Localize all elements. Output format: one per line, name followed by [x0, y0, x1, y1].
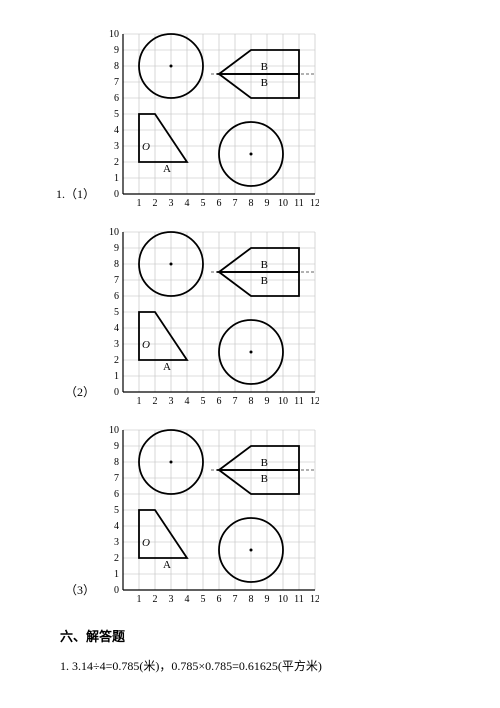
svg-text:B: B	[261, 77, 268, 89]
svg-text:8: 8	[114, 457, 119, 468]
svg-text:1: 1	[137, 396, 142, 407]
figure-label-2: （2）	[50, 383, 101, 408]
svg-text:O: O	[142, 339, 150, 351]
svg-text:0: 0	[114, 585, 119, 596]
svg-text:11: 11	[294, 594, 304, 605]
svg-text:5: 5	[114, 505, 119, 516]
figure-1: 1.（1） 012345678910123456789101112OABB	[50, 30, 450, 210]
svg-text:5: 5	[114, 307, 119, 318]
svg-text:6: 6	[217, 396, 222, 407]
svg-text:O: O	[142, 141, 150, 153]
svg-text:12: 12	[310, 198, 319, 209]
svg-text:6: 6	[217, 594, 222, 605]
chart-3: 012345678910123456789101112OABB	[101, 426, 319, 606]
svg-text:1: 1	[114, 173, 119, 184]
svg-text:9: 9	[265, 594, 270, 605]
svg-text:3: 3	[114, 339, 119, 350]
svg-text:3: 3	[169, 396, 174, 407]
solution-line: 1. 3.14÷4=0.785(米)，0.785×0.785=0.61625(平…	[60, 657, 450, 676]
svg-text:2: 2	[153, 198, 158, 209]
svg-text:12: 12	[310, 396, 319, 407]
svg-text:7: 7	[114, 473, 119, 484]
page: 1.（1） 012345678910123456789101112OABB （2…	[0, 0, 500, 696]
svg-text:2: 2	[153, 594, 158, 605]
chart-2: 012345678910123456789101112OABB	[101, 228, 319, 408]
svg-text:0: 0	[114, 387, 119, 398]
svg-text:B: B	[261, 275, 268, 287]
svg-text:B: B	[261, 473, 268, 485]
svg-text:7: 7	[114, 77, 119, 88]
svg-text:5: 5	[201, 594, 206, 605]
svg-text:1: 1	[137, 594, 142, 605]
svg-text:3: 3	[169, 198, 174, 209]
section-heading: 六、解答题	[60, 626, 450, 645]
svg-text:6: 6	[114, 291, 119, 302]
svg-text:9: 9	[114, 243, 119, 254]
svg-text:3: 3	[114, 537, 119, 548]
svg-text:4: 4	[114, 521, 119, 532]
svg-text:10: 10	[278, 396, 288, 407]
chart-1: 012345678910123456789101112OABB	[101, 30, 319, 210]
svg-text:3: 3	[169, 594, 174, 605]
svg-text:A: A	[163, 559, 171, 571]
svg-text:5: 5	[201, 198, 206, 209]
svg-text:11: 11	[294, 198, 304, 209]
svg-text:O: O	[142, 537, 150, 549]
svg-text:7: 7	[233, 594, 238, 605]
svg-text:4: 4	[185, 396, 190, 407]
svg-text:9: 9	[114, 441, 119, 452]
svg-text:10: 10	[278, 594, 288, 605]
svg-text:8: 8	[249, 396, 254, 407]
svg-text:2: 2	[153, 396, 158, 407]
svg-text:10: 10	[278, 198, 288, 209]
svg-text:B: B	[261, 259, 268, 271]
svg-text:7: 7	[114, 275, 119, 286]
svg-text:12: 12	[310, 594, 319, 605]
svg-text:5: 5	[114, 109, 119, 120]
svg-text:4: 4	[114, 125, 119, 136]
svg-text:9: 9	[265, 396, 270, 407]
figure-label-3: （3）	[50, 581, 101, 606]
figure-label-1: 1.（1）	[50, 185, 101, 210]
svg-text:1: 1	[114, 569, 119, 580]
svg-text:7: 7	[233, 396, 238, 407]
svg-text:8: 8	[114, 259, 119, 270]
svg-text:2: 2	[114, 355, 119, 366]
figure-3: （3） 012345678910123456789101112OABB	[50, 426, 450, 606]
svg-text:7: 7	[233, 198, 238, 209]
svg-text:9: 9	[114, 45, 119, 56]
svg-text:4: 4	[185, 594, 190, 605]
svg-text:A: A	[163, 163, 171, 175]
svg-text:4: 4	[114, 323, 119, 334]
svg-text:B: B	[261, 457, 268, 469]
svg-text:9: 9	[265, 198, 270, 209]
svg-text:8: 8	[114, 61, 119, 72]
svg-text:6: 6	[217, 198, 222, 209]
svg-text:10: 10	[109, 30, 119, 40]
svg-text:B: B	[261, 61, 268, 73]
svg-text:5: 5	[201, 396, 206, 407]
svg-text:8: 8	[249, 594, 254, 605]
svg-text:0: 0	[114, 189, 119, 200]
svg-text:6: 6	[114, 93, 119, 104]
svg-text:10: 10	[109, 426, 119, 436]
figure-2: （2） 012345678910123456789101112OABB	[50, 228, 450, 408]
svg-text:6: 6	[114, 489, 119, 500]
svg-text:3: 3	[114, 141, 119, 152]
svg-text:1: 1	[114, 371, 119, 382]
svg-text:1: 1	[137, 198, 142, 209]
svg-text:2: 2	[114, 553, 119, 564]
svg-text:4: 4	[185, 198, 190, 209]
svg-text:10: 10	[109, 228, 119, 238]
svg-text:11: 11	[294, 396, 304, 407]
svg-text:2: 2	[114, 157, 119, 168]
svg-text:A: A	[163, 361, 171, 373]
svg-text:8: 8	[249, 198, 254, 209]
